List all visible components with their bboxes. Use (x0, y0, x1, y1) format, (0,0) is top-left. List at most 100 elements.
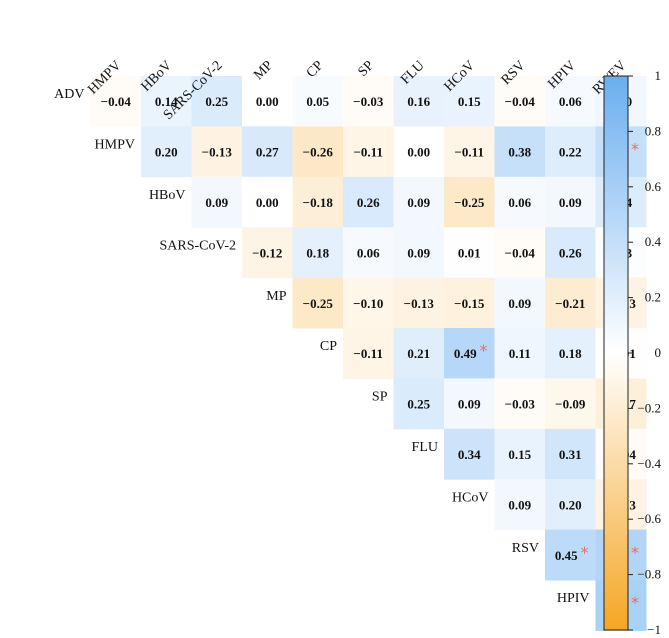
colorbar: 1 0.8 0.6 0.4 0.2 0 −0.2 −0.4 −0.6 −0.8 −1 (603, 68, 662, 637)
cell-mp-rsv (494, 277, 546, 329)
cell-adv-hmpv (90, 76, 142, 127)
colorbar-tick-label: 0.6 (645, 179, 662, 194)
cell-value-hmpv-mp: 0.27 (256, 145, 279, 160)
cell-value-sars-cov-2-hcov: 0.01 (458, 245, 481, 260)
cell-value-cp-hcov: 0.49 (454, 346, 477, 361)
colorbar-tick-label: 0 (655, 345, 662, 360)
cell-flu-rsv (494, 428, 546, 480)
cell-value-sp-flu: 0.25 (407, 397, 430, 412)
cell-hmpv-flu (393, 126, 445, 178)
colorbar-ticks: 1 0.8 0.6 0.4 0.2 0 −0.2 −0.4 −0.6 −0.8 −1 (628, 68, 662, 637)
cell-adv-sars-cov-2 (191, 76, 243, 127)
colorbar-tick-label: 0.2 (645, 290, 661, 305)
colorbar-tick-label: 0.8 (645, 123, 661, 138)
cell-value-hbov-rsv: 0.06 (508, 195, 531, 210)
cell-value-adv-sars-cov-2: 0.25 (205, 94, 228, 109)
colorbar-gradient (603, 75, 629, 631)
cell-hbov-mp (242, 176, 293, 228)
cell-value-hmpv-sars-cov-2: −0.13 (202, 145, 233, 160)
cell-cp-flu (393, 328, 445, 379)
cell-rsv-hpiv (545, 529, 596, 581)
significance-star-hmpv-rv-ev: * (631, 140, 639, 159)
cell-sp-hpiv (545, 378, 596, 430)
colorbar-tick-label: −0.4 (637, 456, 661, 471)
heatmap-cells: −0.04 0.14 0.25 0.00 0.05 −0.03 0.16 0.15 −0.04 0… (90, 76, 647, 631)
cell-value-hmpv-rsv: 0.38 (508, 145, 531, 160)
cell-value-adv-hbov: 0.14 (155, 94, 178, 109)
cell-value-mp-sp: −0.10 (353, 296, 383, 311)
cell-sars-cov-2-mp (242, 227, 293, 279)
cell-flu-hpiv (545, 428, 596, 480)
cell-sars-cov-2-hcov (444, 227, 495, 279)
cell-hmpv-rsv (494, 126, 546, 178)
cell-adv-hpiv (545, 76, 596, 127)
cell-value-sars-cov-2-mp: −0.12 (252, 245, 282, 260)
cell-adv-cp (292, 76, 344, 127)
row-labels: ADV HMPV HBoV SARS-CoV-2 MP CP SP FLU HCoV RSV HPI… (54, 87, 589, 606)
cell-hbov-cp (292, 176, 344, 228)
cell-value-adv-hcov: 0.15 (458, 94, 481, 109)
significance-star-rsv-hpiv: * (580, 543, 588, 562)
cell-value-hbov-cp: −0.18 (303, 195, 334, 210)
cell-value-mp-hpiv: −0.21 (555, 296, 585, 311)
cell-hbov-flu (393, 176, 445, 228)
row-label-cp: CP (320, 339, 337, 354)
cell-flu-hcov (444, 428, 495, 480)
cell-value-sars-cov-2-rsv: −0.04 (505, 245, 536, 260)
colorbar-tick-label: −0.8 (637, 567, 661, 582)
cell-mp-sp (343, 277, 394, 329)
cell-value-sp-hcov: 0.09 (458, 397, 481, 412)
cell-hmpv-hbov (141, 126, 192, 178)
cell-sars-cov-2-sp (343, 227, 394, 279)
cell-cp-hpiv (545, 328, 596, 379)
cell-value-flu-rsv: 0.15 (508, 447, 531, 462)
cell-value-hmpv-hbov: 0.20 (155, 145, 178, 160)
cell-value-hbov-hcov: −0.25 (454, 195, 485, 210)
cell-hmpv-hpiv (545, 126, 596, 178)
cell-mp-cp (292, 277, 344, 329)
cell-hmpv-sars-cov-2 (191, 126, 243, 178)
cell-cp-sp (343, 328, 394, 379)
colorbar-tick-label: 1 (655, 68, 662, 83)
cell-value-mp-cp: −0.25 (303, 296, 334, 311)
cell-value-adv-flu: 0.16 (407, 94, 430, 109)
colorbar-tick-label: −0.6 (637, 511, 661, 526)
row-label-sars-cov-2: SARS-CoV-2 (159, 238, 236, 253)
row-label-sp: SP (372, 390, 388, 405)
significance-star-hpiv-rv-ev: * (631, 593, 639, 612)
cell-value-mp-rsv: 0.09 (508, 296, 531, 311)
cell-value-hbov-mp: 0.00 (256, 195, 279, 210)
cell-value-mp-flu: −0.13 (404, 296, 435, 311)
cell-value-rsv-hpiv: 0.45 (555, 548, 578, 563)
cell-value-mp-hcov: −0.15 (454, 296, 485, 311)
cell-hmpv-cp (292, 126, 344, 178)
cell-hcov-hpiv (545, 479, 596, 531)
cell-value-adv-cp: 0.05 (306, 94, 329, 109)
row-label-hmpv: HMPV (95, 138, 135, 153)
cell-hmpv-mp (242, 126, 293, 178)
significance-star-cp-hcov: * (479, 341, 487, 360)
cell-hmpv-sp (343, 126, 394, 178)
cell-hbov-sp (343, 176, 394, 228)
cell-value-sars-cov-2-flu: 0.09 (407, 245, 430, 260)
cell-sars-cov-2-hpiv (545, 227, 596, 279)
cell-hcov-rsv (494, 479, 546, 531)
cell-cp-hcov (444, 328, 495, 379)
row-label-rsv: RSV (512, 541, 539, 556)
cell-value-sp-rsv: −0.03 (505, 397, 536, 412)
significance-star-rsv-rv-ev: * (631, 543, 639, 562)
cell-hbov-hpiv (545, 176, 596, 228)
cell-value-flu-hcov: 0.34 (458, 447, 481, 462)
colorbar-tick-label: −0.2 (637, 400, 661, 415)
cell-sp-hcov (444, 378, 495, 430)
cell-value-hbov-sp: 0.26 (357, 195, 380, 210)
cell-value-cp-rsv: 0.11 (509, 346, 531, 361)
cell-value-hbov-sars-cov-2: 0.09 (205, 195, 228, 210)
cell-value-hmpv-sp: −0.11 (354, 145, 383, 160)
cell-hbov-hcov (444, 176, 495, 228)
cell-value-sars-cov-2-sp: 0.06 (357, 245, 380, 260)
cell-value-adv-mp: 0.00 (256, 94, 279, 109)
cell-hbov-sars-cov-2 (191, 176, 243, 228)
cell-adv-mp (242, 76, 293, 127)
cell-value-hmpv-hcov: −0.11 (455, 145, 484, 160)
